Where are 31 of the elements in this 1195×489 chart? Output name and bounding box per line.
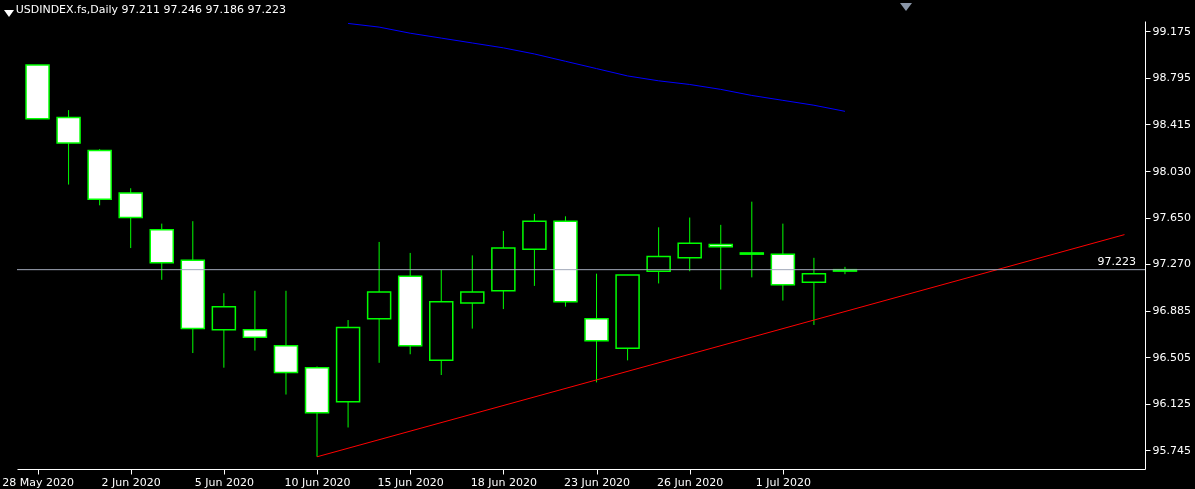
candlestick — [739, 201, 765, 278]
y-tick-label: 96.505 — [1152, 350, 1191, 364]
candlestick — [242, 290, 268, 352]
x-tick-label: 15 Jun 2020 — [377, 475, 444, 489]
line-series — [347, 22, 846, 112]
y-tick-label: 98.795 — [1152, 71, 1191, 85]
x-tick-label: 10 Jun 2020 — [284, 475, 351, 489]
x-tick-label: 18 Jun 2020 — [470, 475, 537, 489]
candlestick — [708, 224, 733, 291]
candlestick — [460, 254, 485, 330]
y-tick-label: 95.745 — [1152, 443, 1191, 457]
chart-title: USDINDEX.fs,Daily 97.211 97.246 97.186 97.223 — [15, 3, 286, 16]
y-tick-label: 97.270 — [1152, 257, 1191, 271]
y-tick-label: 96.885 — [1152, 304, 1191, 318]
x-tick-label: 2 Jun 2020 — [101, 475, 161, 489]
y-tick-label: 98.030 — [1152, 164, 1191, 178]
y-tick-label: 96.125 — [1152, 397, 1191, 411]
x-tick-label: 26 Jun 2020 — [657, 475, 724, 489]
candlestick — [801, 257, 827, 326]
candlestick — [584, 273, 609, 383]
candlestick — [677, 217, 702, 272]
y-tick-label: 97.650 — [1152, 211, 1191, 225]
candlestick — [646, 226, 671, 284]
x-tick-label: 23 Jun 2020 — [563, 475, 631, 489]
ref-line-label: 97.223 — [1097, 254, 1136, 268]
x-tick-label: 1 Jul 2020 — [755, 475, 811, 489]
y-tick-label: 98.415 — [1152, 117, 1191, 131]
x-tick-label: 5 Jun 2020 — [194, 475, 254, 489]
candlestick — [211, 292, 237, 369]
x-tick-label: 28 May 2020 — [2, 475, 74, 489]
y-tick-label: 99.175 — [1152, 24, 1191, 38]
